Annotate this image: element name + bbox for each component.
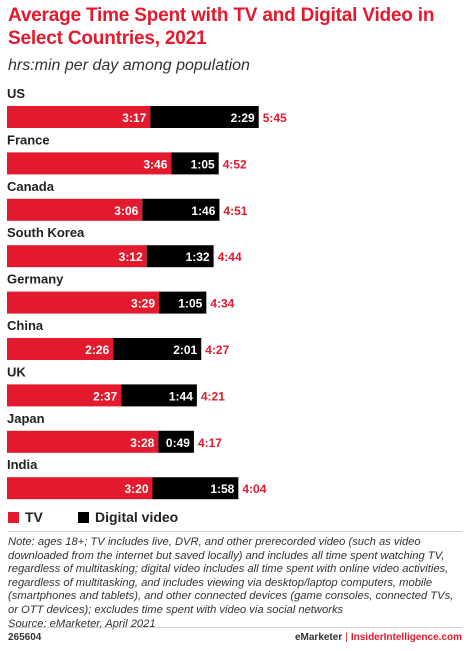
bar-digital-video-canada — [142, 198, 220, 221]
legend-item-digital-video: Digital video — [78, 509, 178, 525]
category-label-south-korea: South Korea — [7, 225, 85, 240]
bar-tv-canada — [7, 198, 143, 221]
data-label-digital-video-uk: 1:44 — [169, 389, 193, 403]
bar-tv-uk — [7, 384, 122, 407]
category-label-china: China — [7, 318, 44, 333]
category-label-india: India — [7, 457, 38, 472]
data-label-digital-video-france: 1:05 — [191, 157, 215, 171]
bar-digital-video-germany — [159, 291, 207, 314]
brand-insider-intelligence: InsiderIntelligence.com — [350, 632, 462, 643]
data-label-tv-france: 3:46 — [143, 157, 167, 171]
bar-digital-video-japan — [158, 430, 194, 453]
category-label-us: US — [7, 86, 25, 101]
data-label-tv-south-korea: 3:12 — [119, 250, 143, 264]
source-text: Source: eMarketer, April 2021 — [8, 617, 156, 630]
bar-digital-video-china — [113, 338, 202, 360]
data-label-tv-canada: 3:06 — [114, 204, 138, 218]
data-label-digital-video-china: 2:01 — [173, 343, 197, 357]
bar-digital-video-france — [171, 152, 219, 175]
category-label-france: France — [7, 132, 50, 147]
bar-tv-japan — [7, 430, 159, 453]
footnote: Note: ages 18+; TV includes live, DVR, a… — [8, 536, 464, 631]
category-label-germany: Germany — [7, 272, 64, 287]
divider — [8, 627, 462, 628]
bar-digital-video-south-korea — [146, 245, 214, 268]
bar-tv-china — [7, 338, 114, 360]
chart-title: Average Time Spent with TV and Digital V… — [8, 5, 435, 49]
stacked-bar-chart: US 3:17 2:29 5:45 France 3:46 1:05 4:52 Canada 3:… — [7, 86, 287, 500]
data-label-tv-japan: 3:28 — [130, 436, 154, 450]
bar-digital-video-uk — [121, 384, 197, 407]
bar-tv-france — [7, 152, 172, 175]
bar-digital-video-us — [150, 106, 259, 128]
total-label-south-korea: 4:44 — [218, 250, 242, 264]
bar-digital-video-india — [152, 477, 239, 500]
note-text: Note: ages 18+; TV includes live, DVR, a… — [8, 536, 454, 616]
total-label-china: 4:27 — [205, 343, 229, 357]
legend-label-digital-video: Digital video — [95, 509, 179, 525]
total-label-india: 4:04 — [242, 482, 266, 496]
chart-subtitle: hrs:min per day among population — [8, 57, 250, 74]
brand-separator: | — [345, 632, 348, 643]
chart-id: 265604 — [8, 632, 42, 643]
total-label-france: 4:52 — [223, 157, 247, 171]
brand-emarketer: eMarketer — [294, 632, 343, 643]
bar-tv-us — [7, 106, 151, 128]
data-label-tv-uk: 2:37 — [93, 389, 117, 403]
data-label-digital-video-south-korea: 1:32 — [186, 250, 210, 264]
total-label-japan: 4:17 — [198, 436, 222, 450]
data-label-digital-video-germany: 1:05 — [178, 297, 202, 311]
legend-item-tv: TV — [8, 509, 43, 525]
category-label-japan: Japan — [7, 411, 45, 426]
bar-tv-germany — [7, 291, 160, 314]
bar-tv-south-korea — [7, 245, 147, 268]
legend-swatch-tv — [8, 512, 19, 523]
data-label-tv-us: 3:17 — [122, 111, 146, 125]
total-label-us: 5:45 — [263, 111, 287, 125]
bar-tv-india — [7, 477, 153, 500]
category-label-uk: UK — [7, 364, 26, 379]
footer-brand: eMarketer | InsiderIntelligence.com — [295, 632, 462, 643]
data-label-digital-video-japan: 0:49 — [166, 436, 190, 450]
category-label-canada: Canada — [7, 179, 55, 194]
data-label-digital-video-us: 2:29 — [231, 111, 255, 125]
total-label-canada: 4:51 — [223, 204, 247, 218]
divider — [8, 531, 462, 532]
total-label-uk: 4:21 — [201, 389, 225, 403]
data-label-digital-video-india: 1:58 — [210, 482, 234, 496]
data-label-digital-video-canada: 1:46 — [191, 204, 215, 218]
legend-label-tv: TV — [25, 509, 43, 525]
data-label-tv-china: 2:26 — [85, 343, 109, 357]
total-label-germany: 4:34 — [210, 297, 234, 311]
legend-swatch-digital-video — [78, 512, 89, 523]
data-label-tv-india: 3:20 — [124, 482, 148, 496]
data-label-tv-germany: 3:29 — [131, 297, 155, 311]
